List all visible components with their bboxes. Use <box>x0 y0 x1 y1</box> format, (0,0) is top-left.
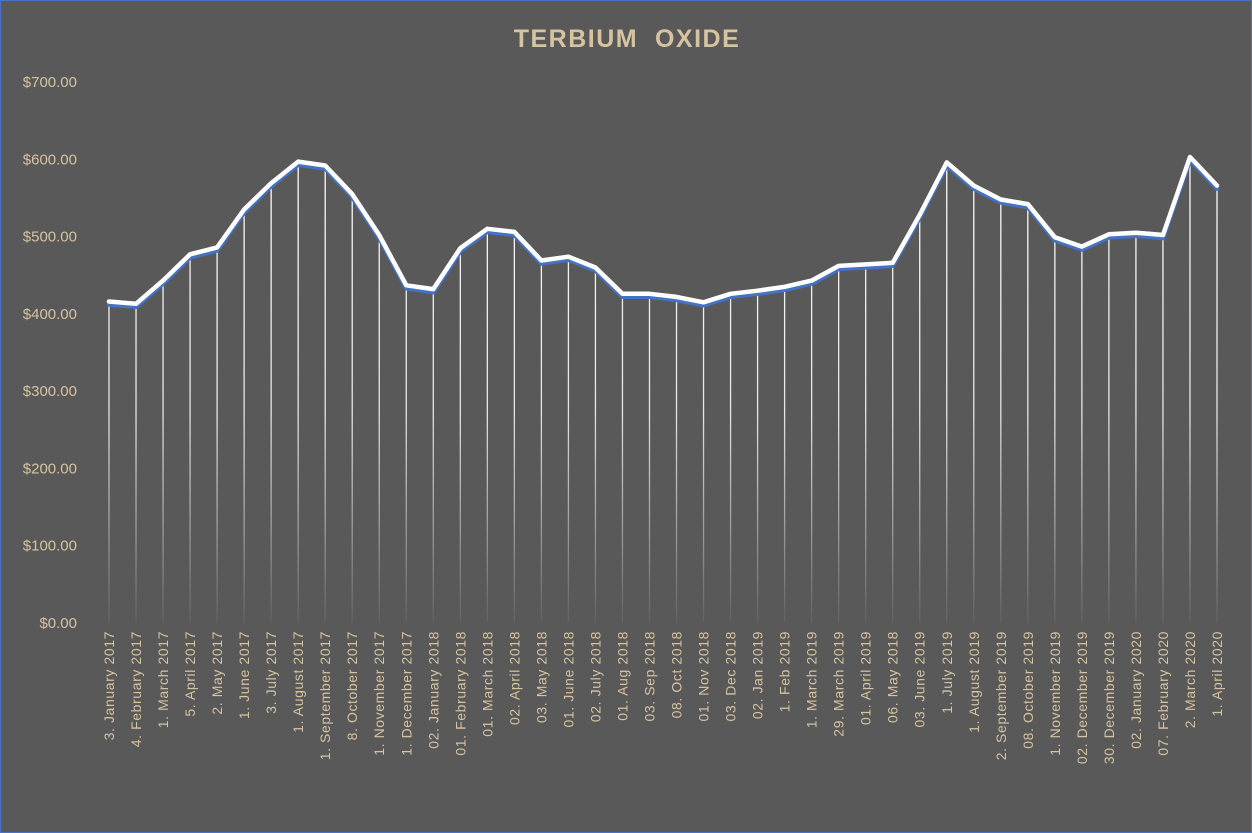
y-tick-label: $0.00 <box>39 615 77 632</box>
y-axis: $0.00 $100.00 $200.00 $300.00 $400.00 $500.00… <box>23 74 77 632</box>
x-tick-label: 02. January 2018 <box>425 631 441 749</box>
x-tick-label: 01. June 2018 <box>560 631 576 728</box>
x-tick-label: 03. May 2018 <box>533 631 549 723</box>
x-tick-label: 4. February 2017 <box>128 631 144 747</box>
x-tick-label: 2. May 2017 <box>209 631 225 715</box>
y-tick-label: $300.00 <box>23 383 77 400</box>
x-tick-label: 1. August 2017 <box>290 631 306 733</box>
series-line <box>106 154 1220 307</box>
x-tick-label: 01. March 2018 <box>479 631 495 737</box>
x-tick-label: 03. Sep 2018 <box>641 631 657 722</box>
y-tick-label: $600.00 <box>23 151 77 168</box>
x-tick-label: 02. April 2018 <box>506 631 522 725</box>
y-tick-label: $400.00 <box>23 306 77 323</box>
x-tick-label: 1. April 2020 <box>1209 631 1225 717</box>
x-tick-label: 06. May 2018 <box>885 631 901 723</box>
x-tick-label: 02. January 2020 <box>1128 631 1144 749</box>
x-tick-label: 02. December 2019 <box>1074 631 1090 764</box>
chart-title: TERBIUM OXIDE <box>514 25 741 53</box>
x-tick-label: 02. July 2018 <box>587 631 603 722</box>
x-tick-label: 1. November 2019 <box>1047 631 1063 756</box>
x-tick-label: 01. Aug 2018 <box>614 631 630 721</box>
x-tick-label: 5. April 2017 <box>182 631 198 717</box>
x-tick-label: 1. November 2017 <box>371 631 387 756</box>
drop-lines <box>108 156 1218 623</box>
x-tick-label: 01. February 2018 <box>452 631 468 756</box>
x-tick-label: 08. Oct 2018 <box>669 631 685 718</box>
x-tick-label: 8. October 2017 <box>344 631 360 740</box>
x-tick-label: 01. April 2019 <box>858 631 874 725</box>
x-tick-label: 07. February 2020 <box>1155 631 1171 756</box>
x-tick-label: 3. January 2017 <box>101 631 117 740</box>
x-tick-label: 08. October 2019 <box>1020 631 1036 749</box>
x-tick-label: 1. August 2019 <box>966 631 982 733</box>
x-tick-label: 03. June 2019 <box>912 631 928 728</box>
y-tick-label: $100.00 <box>23 538 77 555</box>
x-tick-label: 29. March 2019 <box>831 631 847 737</box>
x-tick-label: 01. Nov 2018 <box>696 631 712 721</box>
x-tick-label: 1. Feb 2019 <box>777 631 793 712</box>
x-tick-label: 1. March 2017 <box>155 631 171 728</box>
x-tick-label: 1. September 2017 <box>317 631 333 760</box>
x-tick-label: 1. December 2017 <box>398 631 414 756</box>
x-tick-label: 1. July 2019 <box>939 631 955 714</box>
y-tick-label: $200.00 <box>23 460 77 477</box>
x-tick-label: 3. July 2017 <box>263 631 279 714</box>
x-tick-label: 03. Dec 2018 <box>723 631 739 721</box>
x-tick-label: 30. December 2019 <box>1101 631 1117 764</box>
x-tick-label: 02. Jan 2019 <box>750 631 766 719</box>
x-tick-label: 2. March 2020 <box>1182 631 1198 728</box>
y-tick-label: $500.00 <box>23 229 77 246</box>
y-tick-label: $700.00 <box>23 74 77 91</box>
series-lines <box>106 154 1220 310</box>
x-tick-label: 1. March 2019 <box>804 631 820 728</box>
x-tick-label: 1. June 2017 <box>236 631 252 719</box>
x-axis: 3. January 2017 4. February 2017 1. March … <box>101 631 1225 764</box>
x-tick-label: 2. September 2019 <box>993 631 1009 760</box>
